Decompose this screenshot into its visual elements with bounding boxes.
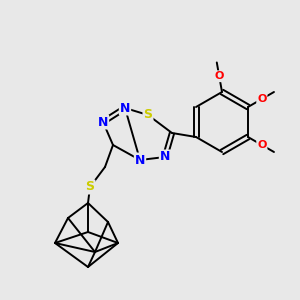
Text: N: N [120, 101, 130, 115]
Text: O: O [257, 140, 266, 150]
Text: N: N [160, 151, 170, 164]
Text: O: O [257, 94, 266, 104]
Text: N: N [98, 116, 108, 128]
Text: N: N [135, 154, 145, 166]
Text: S: S [143, 109, 152, 122]
Text: O: O [214, 71, 224, 81]
Text: S: S [85, 181, 94, 194]
